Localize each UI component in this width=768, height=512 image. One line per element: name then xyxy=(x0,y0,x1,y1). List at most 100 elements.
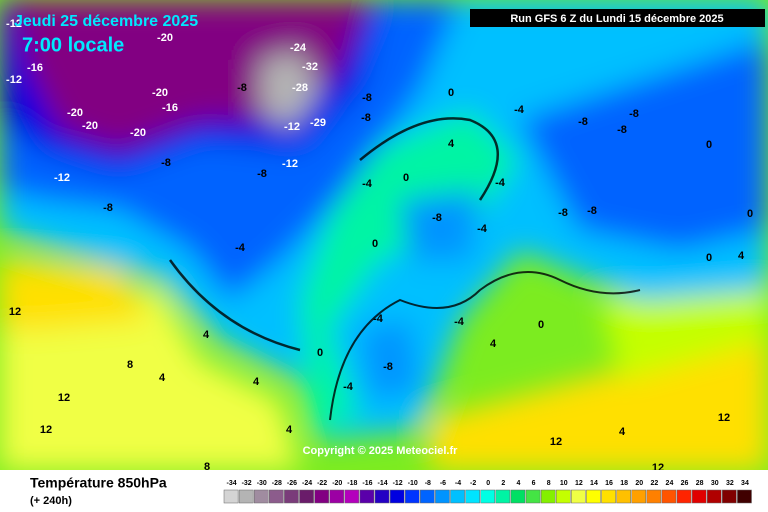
isotherm-label: -4 xyxy=(477,223,488,235)
legend-swatch xyxy=(420,489,435,504)
isotherm-label: -8 xyxy=(237,82,247,94)
legend-swatch xyxy=(389,489,405,504)
legend-tick-label: 34 xyxy=(741,480,749,487)
isotherm-label: -4 xyxy=(495,177,506,189)
legend-tick-label: -28 xyxy=(272,480,282,487)
isotherm-label: 4 xyxy=(203,329,210,341)
isotherm-label: -12 xyxy=(6,18,22,30)
isotherm-label: -8 xyxy=(383,361,393,373)
legend-swatch xyxy=(374,489,390,504)
legend-swatch xyxy=(510,489,526,504)
legend-tick-label: 24 xyxy=(666,480,674,487)
legend-tick-label: -32 xyxy=(242,480,252,487)
legend-tick-label: -6 xyxy=(440,480,446,487)
legend-tick-label: -8 xyxy=(425,480,431,487)
footer-lead: (+ 240h) xyxy=(30,495,72,507)
isotherm-label: 8 xyxy=(204,461,210,473)
isotherm-label: -4 xyxy=(373,313,384,325)
legend-swatch xyxy=(646,489,662,504)
isotherm-label: -8 xyxy=(103,202,113,214)
legend-tick-label: -22 xyxy=(317,480,327,487)
isotherm-label: -12 xyxy=(6,74,22,86)
copyright: Copyright © 2025 Meteociel.fr xyxy=(303,445,459,457)
isotherm-label: -8 xyxy=(629,108,639,120)
run-info: Run GFS 6 Z du Lundi 15 décembre 2025 xyxy=(510,13,723,25)
isotherm-label: -8 xyxy=(578,116,588,128)
legend-tick-label: 4 xyxy=(516,480,520,487)
isotherm-label: -8 xyxy=(362,92,372,104)
isotherm-label: -12 xyxy=(54,172,70,184)
legend-tick-label: 12 xyxy=(575,480,583,487)
isotherm-label: -4 xyxy=(362,178,373,190)
legend-tick-label: -24 xyxy=(302,480,312,487)
legend-tick-label: -18 xyxy=(347,480,357,487)
isotherm-label: 12 xyxy=(652,462,664,474)
map-date: Jeudi 25 décembre 2025 xyxy=(14,13,198,30)
isotherm-label: 0 xyxy=(403,172,409,184)
isotherm-label: 0 xyxy=(706,139,712,151)
isotherm-label: 4 xyxy=(253,376,260,388)
isotherm-label: 12 xyxy=(58,392,70,404)
isotherm-label: 12 xyxy=(40,424,52,436)
legend-swatch xyxy=(616,489,631,504)
legend-tick-label: -16 xyxy=(362,480,372,487)
isotherm-label: 12 xyxy=(718,412,730,424)
legend-tick-label: -34 xyxy=(226,480,236,487)
isotherm-label: -8 xyxy=(587,205,597,217)
legend-tick-label: 2 xyxy=(501,480,505,487)
legend-swatch xyxy=(299,489,314,504)
isotherm-label: -16 xyxy=(27,62,43,74)
map-time: 7:00 locale xyxy=(22,34,124,56)
isotherm-label: -24 xyxy=(290,42,307,54)
legend-tick-label: 8 xyxy=(547,480,551,487)
legend-tick-label: 6 xyxy=(532,480,536,487)
isotherm-label: -8 xyxy=(361,112,371,124)
legend-swatch xyxy=(465,489,480,504)
isotherm-label: 0 xyxy=(448,87,454,99)
legend-swatch xyxy=(586,489,601,504)
legend-tick-label: -20 xyxy=(332,480,342,487)
isotherm-label: -29 xyxy=(310,117,326,129)
isotherm-label: -20 xyxy=(82,120,98,132)
legend-swatch xyxy=(269,489,284,504)
legend-tick-label: -26 xyxy=(287,480,297,487)
isotherm-label: 0 xyxy=(747,208,753,220)
legend-swatch xyxy=(571,489,586,504)
isotherm-label: -32 xyxy=(302,61,318,73)
legend-tick-label: -2 xyxy=(470,480,476,487)
legend-swatch xyxy=(525,489,541,504)
legend-swatch xyxy=(555,489,571,504)
legend-swatch xyxy=(404,489,420,504)
legend-tick-label: -12 xyxy=(393,480,403,487)
legend-swatch xyxy=(450,489,465,504)
isotherm-label: -8 xyxy=(432,212,442,224)
isotherm-label: -8 xyxy=(617,124,627,136)
isotherm-label: 8 xyxy=(127,359,133,371)
map: -12-16-20-20-20-16-20 -8-24-32-28-12 -29-8… xyxy=(0,0,768,474)
legend-tick-label: 30 xyxy=(711,480,719,487)
legend-swatch xyxy=(253,489,269,504)
isotherm-label: 0 xyxy=(372,238,378,250)
legend-tick-label: 16 xyxy=(605,480,613,487)
isotherm-label: -20 xyxy=(157,32,173,44)
legend-tick-label: 0 xyxy=(486,480,490,487)
isotherm-label: -8 xyxy=(558,207,568,219)
isotherm-label: -20 xyxy=(152,87,168,99)
footer-title: Température 850hPa xyxy=(30,475,167,491)
isotherm-label: 4 xyxy=(159,372,166,384)
isotherm-label: 12 xyxy=(550,436,562,448)
legend-tick-label: 28 xyxy=(696,480,704,487)
isotherm-label: 0 xyxy=(317,347,323,359)
legend-tick-label: 20 xyxy=(635,480,643,487)
legend-swatch xyxy=(223,489,239,504)
isotherm-label: -20 xyxy=(130,127,146,139)
isotherm-label: -28 xyxy=(292,82,308,94)
isotherm-label: -4 xyxy=(514,104,525,116)
legend-tick-label: 18 xyxy=(620,480,628,487)
isotherm-label: 4 xyxy=(448,138,455,150)
legend-tick-label: -30 xyxy=(257,480,267,487)
isotherm-label: 0 xyxy=(538,319,544,331)
legend-swatch xyxy=(540,489,556,504)
legend-swatch xyxy=(314,489,329,504)
